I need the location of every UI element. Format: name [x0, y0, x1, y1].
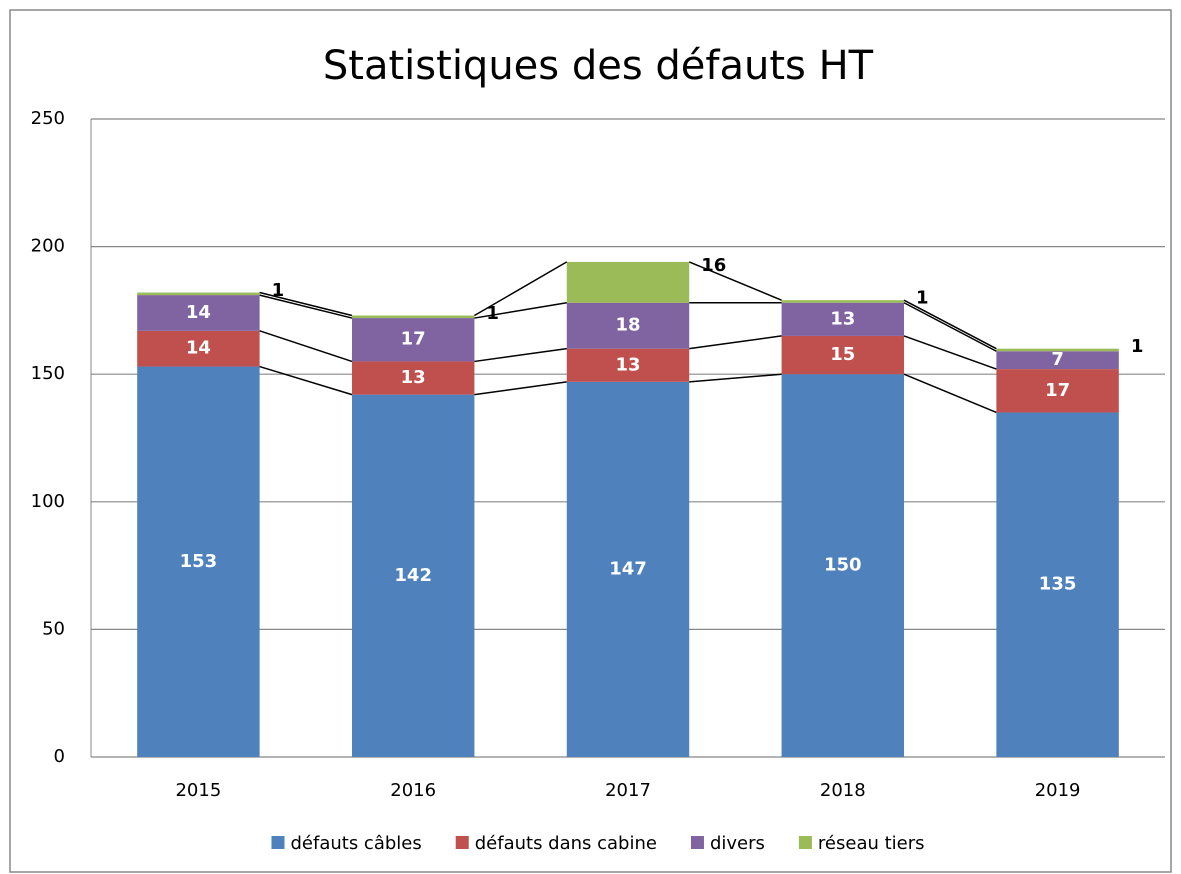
- series-line: [689, 373, 782, 383]
- y-tick-label: 250: [31, 108, 65, 129]
- data-label: 1: [486, 303, 499, 324]
- data-label: 135: [1039, 574, 1077, 595]
- series-line: [689, 335, 782, 350]
- y-tick-label: 200: [31, 236, 65, 257]
- data-label: 1: [916, 288, 929, 309]
- bar-segment: [781, 300, 905, 303]
- series-line: [259, 330, 353, 363]
- series-line: [688, 261, 782, 301]
- series-line: [259, 291, 353, 317]
- series-line: [474, 381, 567, 396]
- data-label: 153: [180, 551, 218, 572]
- series-line: [259, 294, 353, 319]
- data-label: 13: [401, 367, 426, 388]
- data-label: 14: [186, 338, 211, 359]
- legend-label: défauts câbles: [290, 833, 421, 854]
- data-label: 14: [186, 302, 211, 323]
- bar-segment: [566, 261, 690, 303]
- legend-swatch: [690, 836, 704, 849]
- y-tick-label: 100: [31, 491, 65, 512]
- data-label: 16: [701, 255, 726, 276]
- bar-segment: [137, 366, 260, 757]
- legend-swatch: [798, 836, 812, 849]
- series-line: [903, 302, 997, 352]
- bar-segment: [351, 361, 475, 395]
- data-label: 15: [830, 344, 855, 365]
- series-line: [903, 373, 997, 414]
- data-label: 13: [615, 354, 640, 375]
- bar-segment: [996, 348, 1119, 352]
- bar-segment: [351, 318, 475, 362]
- bar-segment: [996, 369, 1119, 413]
- x-tick-label: 2016: [390, 780, 436, 801]
- data-label: 13: [830, 308, 855, 329]
- bar-segment: [781, 335, 905, 375]
- bar-segment: [781, 374, 905, 757]
- series-line: [474, 302, 567, 319]
- chart-title: Statistiques des défauts HT: [323, 43, 874, 89]
- bar-segment: [351, 315, 475, 319]
- data-label: 142: [394, 565, 432, 586]
- data-label: 1: [1131, 336, 1144, 357]
- legend-swatch: [271, 836, 285, 849]
- bar-segment: [137, 330, 260, 367]
- legend-label: divers: [710, 833, 765, 854]
- x-tick-label: 2019: [1035, 780, 1081, 801]
- y-tick-label: 0: [54, 746, 65, 767]
- bar-segment: [137, 295, 260, 331]
- bar-segment: [781, 302, 905, 336]
- data-label: 18: [615, 315, 640, 336]
- y-tick-label: 150: [31, 363, 65, 384]
- series-line: [474, 261, 568, 317]
- data-label: 7: [1051, 349, 1064, 370]
- legend-label: réseau tiers: [818, 833, 925, 854]
- bar-segment: [566, 302, 690, 349]
- bar-segment: [996, 412, 1119, 757]
- data-label: 17: [1045, 380, 1070, 401]
- x-tick-label: 2015: [175, 780, 221, 801]
- series-line: [903, 299, 997, 350]
- series-line: [474, 347, 567, 363]
- x-tick-label: 2017: [605, 780, 651, 801]
- data-label: 150: [824, 555, 862, 576]
- data-label: 147: [609, 558, 647, 579]
- bar-segment: [566, 381, 690, 757]
- legend-label: défauts dans cabine: [475, 833, 657, 854]
- series-line: [259, 365, 353, 396]
- bar-segment: [996, 351, 1119, 370]
- bar-segment: [137, 292, 260, 296]
- y-tick-label: 50: [42, 618, 65, 639]
- series-line: [903, 335, 997, 370]
- data-label: 17: [401, 329, 426, 350]
- x-tick-label: 2018: [820, 780, 866, 801]
- bar-segment: [566, 348, 690, 382]
- legend-swatch: [455, 836, 469, 849]
- bar-segment: [351, 394, 475, 757]
